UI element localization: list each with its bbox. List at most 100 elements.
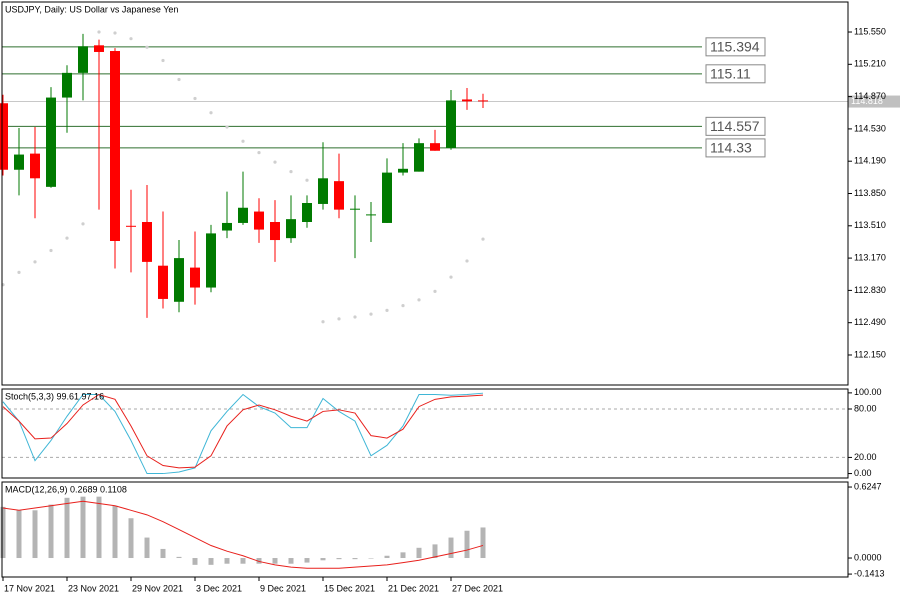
panel-frame <box>1 481 849 578</box>
candle-body <box>14 154 24 170</box>
x-tick-label: 27 Dec 2021 <box>452 583 503 593</box>
sar-dot <box>209 111 213 115</box>
candle-body <box>238 207 248 223</box>
macd-bar <box>368 558 374 559</box>
candle-body <box>318 178 328 204</box>
macd-bar <box>80 496 86 559</box>
candle-body <box>382 172 392 223</box>
sar-dot <box>145 45 149 49</box>
candle-body <box>62 72 72 98</box>
candle-body <box>462 99 472 102</box>
y-tick-label: -0.1413 <box>854 568 885 578</box>
candle-body <box>446 100 456 148</box>
candle-body <box>350 208 360 210</box>
panel-title: MACD(12,26,9) 0.2689 0.1108 <box>5 484 127 494</box>
candle-body <box>142 221 152 262</box>
sar-dot <box>353 315 357 319</box>
sar-dot <box>33 260 37 264</box>
y-tick-label: 113.170 <box>854 252 886 262</box>
candle-body <box>46 97 56 187</box>
y-tick-label: 115.210 <box>854 59 886 69</box>
sar-dot <box>17 270 21 274</box>
macd-bar <box>384 555 390 559</box>
macd-bar <box>432 544 438 559</box>
y-tick-label: 80.00 <box>854 403 877 413</box>
macd-bar <box>288 558 294 564</box>
sar-dot <box>305 178 309 182</box>
candle-body <box>190 267 200 288</box>
macd-bar <box>240 558 246 564</box>
macd-bar <box>192 558 198 565</box>
macd-bar <box>224 558 230 564</box>
macd-bar <box>352 558 358 560</box>
sar-dot <box>129 37 133 41</box>
macd-bar <box>304 558 310 563</box>
y-tick-label: 100.00 <box>854 387 882 397</box>
sar-dot <box>337 317 341 321</box>
candle-body <box>302 202 312 222</box>
y-tick-label: 113.850 <box>854 188 886 198</box>
macd-bar <box>320 558 326 561</box>
candle-body <box>206 233 216 288</box>
macd-bar <box>32 510 38 559</box>
candle-body <box>78 46 88 73</box>
y-tick-label: 0.6247 <box>854 481 882 491</box>
candle-body <box>222 222 232 231</box>
y-tick-label: 115.550 <box>854 26 886 36</box>
candle-body <box>0 103 8 170</box>
candle-body <box>30 153 40 179</box>
y-tick-label: 112.150 <box>854 349 886 359</box>
sar-dot <box>385 308 389 312</box>
level-label-box <box>705 37 766 57</box>
level-label: 114.33 <box>710 140 752 156</box>
sar-dot <box>273 160 277 164</box>
level-label-box <box>705 138 766 158</box>
macd-bar <box>416 547 422 559</box>
level-label: 115.394 <box>710 39 760 55</box>
current-price-label: 114.818 <box>851 96 883 106</box>
sar-dot <box>449 275 453 279</box>
sar-dot <box>49 248 53 253</box>
y-tick-label: 112.490 <box>854 317 886 327</box>
x-tick-label: 15 Dec 2021 <box>324 583 375 593</box>
candle-body <box>126 225 136 227</box>
x-tick-label: 29 Nov 2021 <box>132 583 183 593</box>
candle-body <box>334 181 344 210</box>
level-label: 115.11 <box>710 66 751 82</box>
y-tick-label: 113.510 <box>854 220 886 230</box>
sar-dot <box>289 170 293 174</box>
sar-dot <box>161 58 165 63</box>
sar-dot <box>481 237 485 241</box>
x-tick-label: 23 Nov 2021 <box>68 583 119 593</box>
sar-dot <box>193 96 197 101</box>
y-tick-label: 114.530 <box>854 123 886 133</box>
sar-dot <box>465 259 469 263</box>
candle-body <box>270 221 280 241</box>
level-label-box <box>705 116 766 136</box>
sar-dot <box>113 31 117 35</box>
y-tick-label: 20.00 <box>854 452 877 462</box>
sar-dot <box>177 77 181 82</box>
macd-bar <box>256 558 262 564</box>
macd-bar <box>144 537 150 559</box>
sar-dot <box>241 139 245 143</box>
macd-bar <box>112 505 118 559</box>
sar-dot <box>433 289 437 293</box>
signal-line <box>2 500 484 569</box>
macd-bar <box>400 552 406 559</box>
candle-body <box>414 143 424 172</box>
macd-bar <box>96 496 102 559</box>
sar-dot <box>97 30 101 34</box>
macd-bar <box>128 518 134 559</box>
macd-bar <box>208 558 214 565</box>
panel-frame <box>1 388 849 479</box>
stoch-line <box>2 392 484 475</box>
macd-bar <box>464 530 470 559</box>
sar-dot <box>225 125 229 129</box>
macd-bar <box>272 558 278 564</box>
y-tick-label: 0.00 <box>854 468 872 478</box>
sar-dot <box>401 303 405 308</box>
x-tick-label: 9 Dec 2021 <box>260 583 306 593</box>
